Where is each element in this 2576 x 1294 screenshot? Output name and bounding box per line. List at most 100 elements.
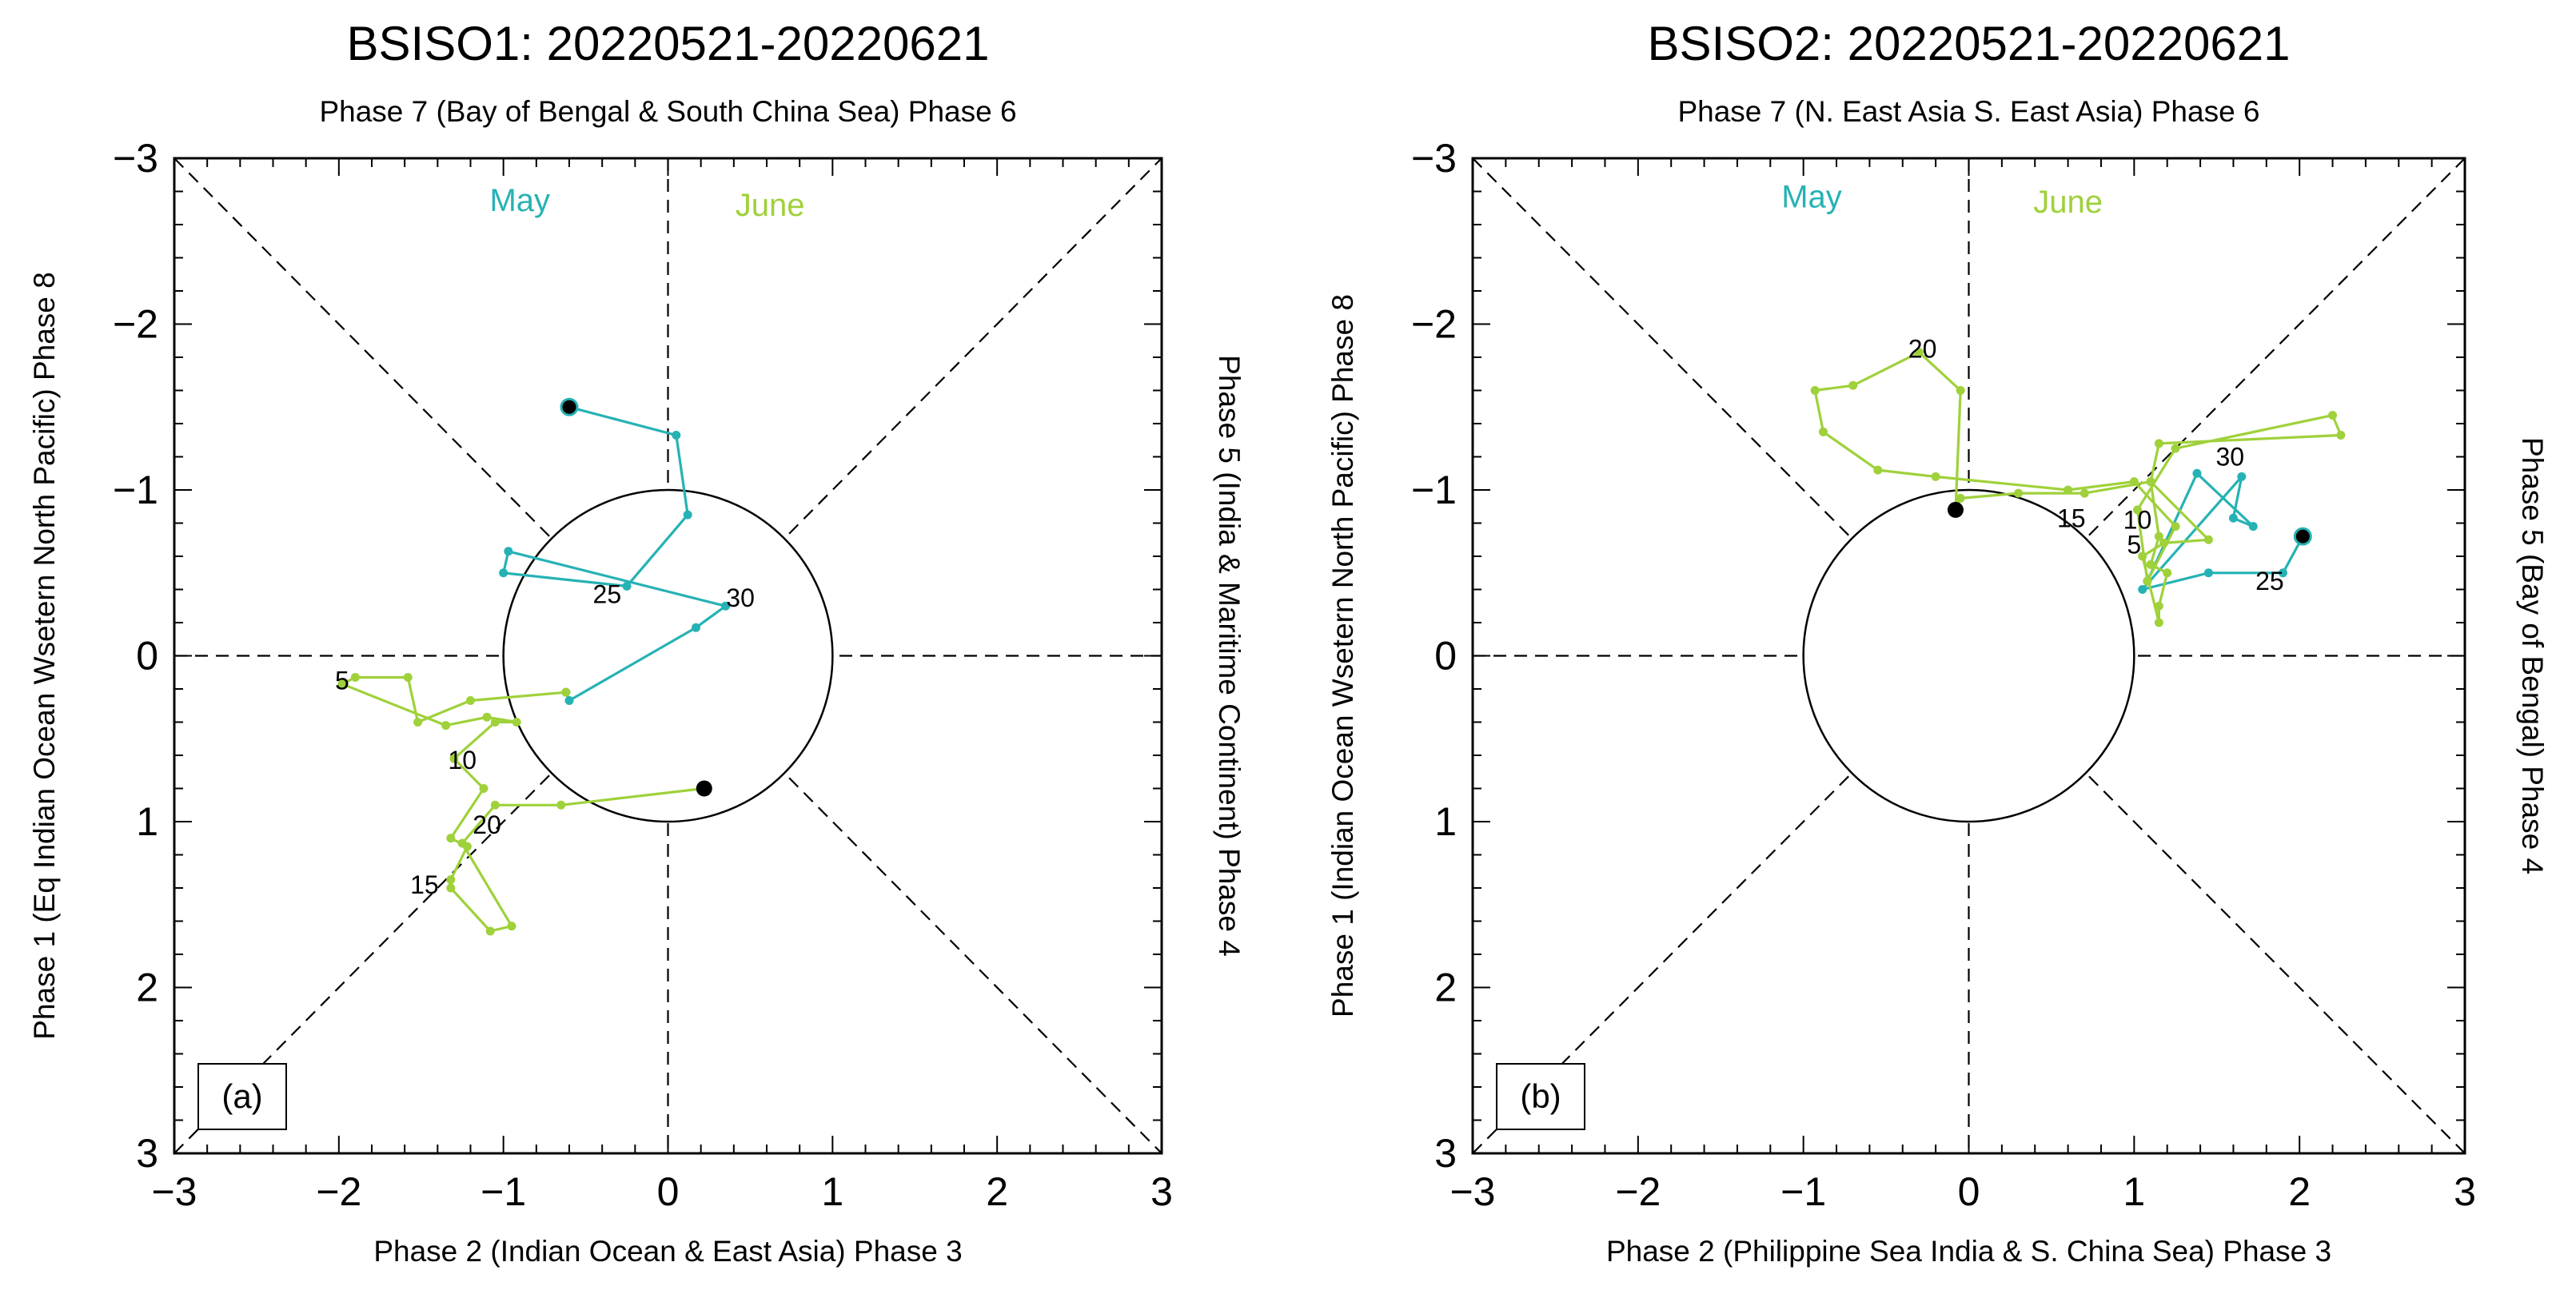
data-point	[446, 875, 456, 885]
bottom-phase-label: Phase 2 (Philippine Sea India & S. China…	[1606, 1235, 2331, 1268]
data-point	[2154, 532, 2163, 541]
ticks	[173, 157, 1162, 1154]
day-label: 25	[593, 580, 622, 609]
y-tick-label: −3	[1411, 136, 1457, 181]
series-line	[341, 675, 704, 933]
data-point	[691, 623, 700, 632]
x-tick-label: 2	[2288, 1169, 2311, 1214]
month-label-june: June	[2033, 185, 2103, 220]
y-tick-label: −1	[1411, 468, 1457, 512]
data-point	[479, 784, 488, 793]
data-point	[2129, 477, 2139, 487]
x-tick-label: 1	[2123, 1169, 2145, 1214]
day-label: 10	[448, 746, 477, 774]
data-point	[2146, 559, 2155, 569]
month-label-june: June	[736, 188, 805, 223]
data-point	[2278, 568, 2287, 578]
data-point	[466, 696, 475, 706]
data-point	[561, 687, 571, 697]
data-point	[403, 672, 413, 682]
diagonal-guide	[1472, 157, 2466, 1154]
data-point	[2203, 568, 2213, 578]
data-point	[1956, 493, 1965, 503]
y-tick-label: 3	[136, 1131, 158, 1176]
data-point	[2203, 535, 2213, 544]
data-point	[2171, 522, 2180, 532]
month-label-may: May	[1781, 180, 1842, 215]
month-label-may: May	[489, 183, 550, 218]
chart-title: BSISO1: 20220521-20220621	[347, 17, 990, 70]
data-point	[482, 712, 492, 722]
data-point	[446, 834, 456, 843]
panel-a: BSISO1: 20220521-20220621 Phase 7 (Bay of…	[28, 17, 1246, 1268]
data-point	[1873, 465, 1883, 475]
data-point	[672, 431, 681, 440]
y-tick-label: 2	[1434, 966, 1457, 1010]
data-point	[490, 718, 500, 727]
day-label: 30	[726, 583, 755, 612]
top-phase-label: Phase 7 (N. East Asia S. East Asia) Phas…	[1677, 95, 2259, 128]
ticks	[1472, 157, 2466, 1154]
data-point	[721, 601, 731, 611]
start-marker	[2293, 527, 2312, 546]
data-point	[2154, 439, 2163, 448]
unit-circle	[502, 488, 834, 823]
x-tick-label: 3	[1150, 1169, 1173, 1214]
data-point	[2154, 601, 2163, 611]
data-point	[2143, 576, 2152, 586]
x-tick-label: −3	[1449, 1169, 1495, 1214]
data-point	[1956, 386, 1965, 395]
y-tick-label: 3	[1434, 1131, 1457, 1176]
data-point	[1914, 348, 1924, 357]
data-point	[507, 922, 516, 931]
data-point	[446, 883, 456, 893]
diagonal-guide	[1472, 157, 2466, 1154]
x-tick-label: −3	[151, 1169, 197, 1214]
data-point	[337, 679, 347, 689]
data-point	[683, 510, 692, 520]
x-tick-label: 0	[657, 1169, 680, 1214]
top-phase-label: Phase 7 (Bay of Bengal & South China Sea…	[319, 95, 1016, 128]
right-phase-label: Phase 5 (Bay of Bengal) Phase 4	[2516, 437, 2549, 874]
end-marker	[1947, 501, 1964, 518]
x-tick-label: −1	[481, 1169, 526, 1214]
y-tick-label: −3	[113, 136, 158, 181]
unit-circle	[1802, 488, 2135, 823]
bottom-phase-label: Phase 2 (Indian Ocean & East Asia) Phase…	[373, 1235, 962, 1268]
data-point	[2080, 488, 2089, 498]
data-point	[2171, 444, 2180, 453]
day-label: 15	[2057, 504, 2086, 532]
series-line	[502, 405, 728, 703]
data-point	[2014, 488, 2024, 498]
data-point	[499, 568, 508, 578]
y-tick-label: 0	[136, 634, 158, 679]
end-marker	[696, 780, 712, 797]
data-point	[457, 838, 467, 848]
left-phase-label: Phase 1 (Eq Indian Ocean Wsetern North P…	[28, 272, 61, 1039]
x-tick-label: −2	[1615, 1169, 1661, 1214]
panel-tag-box	[197, 1063, 287, 1130]
x-tick-label: 3	[2454, 1169, 2476, 1214]
data-point	[2336, 431, 2346, 440]
y-tick-label: 1	[136, 799, 158, 844]
x-tick-label: 0	[1958, 1169, 1980, 1214]
y-tick-label: −1	[113, 468, 158, 512]
data-point	[2138, 585, 2147, 594]
data-point	[2146, 477, 2155, 487]
data-point	[2248, 522, 2258, 532]
panel-tag: (a)	[221, 1077, 262, 1115]
panel-b: BSISO2: 20220521-20220621 Phase 7 (N. Eas…	[1326, 17, 2549, 1268]
data-point	[2228, 513, 2238, 523]
start-marker	[560, 397, 579, 416]
data-point	[449, 754, 459, 763]
data-point	[2237, 472, 2247, 481]
data-point	[2163, 568, 2172, 578]
y-tick-label: 2	[136, 966, 158, 1010]
data-point	[350, 672, 360, 682]
y-tick-label: 0	[1434, 634, 1457, 679]
x-tick-label: 2	[986, 1169, 1008, 1214]
data-point	[2328, 411, 2338, 420]
right-phase-label: Phase 5 (India & Maritime Continent) Pha…	[1213, 355, 1246, 957]
data-point	[556, 800, 566, 810]
data-point	[441, 721, 451, 731]
